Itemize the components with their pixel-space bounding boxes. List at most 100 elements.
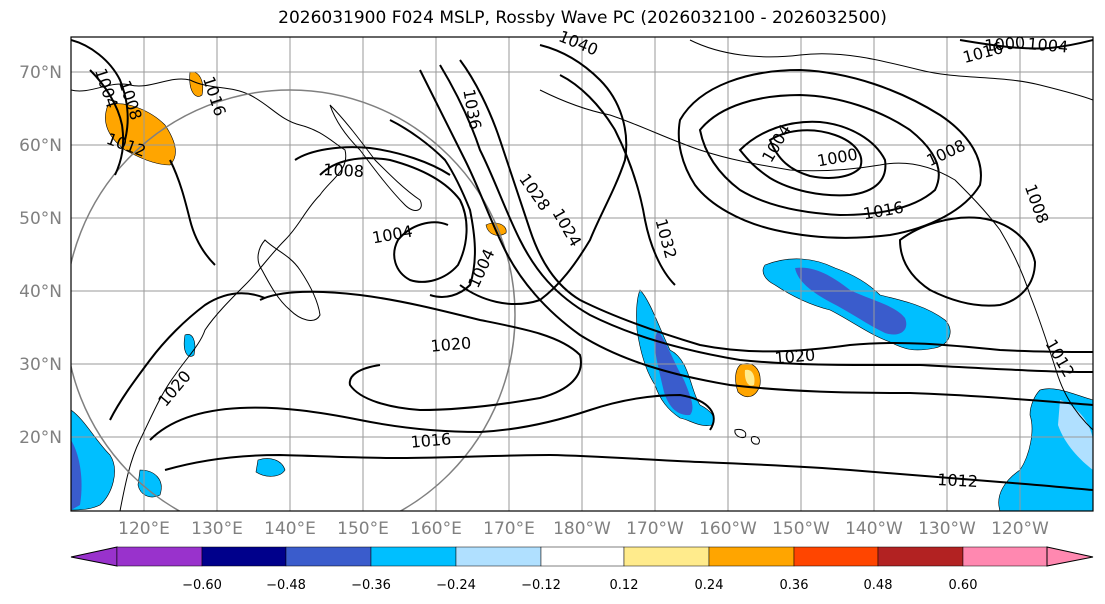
colorbar-tick-label: −0.48 (266, 578, 306, 593)
colorbar-segments (116, 546, 1048, 567)
lat-label: 40°N (19, 282, 62, 302)
japan-coastline (257, 239, 321, 321)
isobar-label: 1024 (549, 205, 586, 250)
colorbar-segment (708, 546, 795, 567)
colorbar-segment (793, 546, 879, 567)
lat-label: 20°N (19, 428, 62, 448)
isobar (768, 129, 863, 179)
colorbar-extend-high (1046, 546, 1094, 567)
isobar (959, 39, 1093, 50)
colorbar-tick-label: −0.12 (521, 578, 561, 593)
lon-label: 120°E (118, 519, 170, 539)
isobar-label: 1000 (984, 33, 1026, 55)
hawaii-islands (734, 429, 760, 445)
lon-label: 120°W (991, 519, 1049, 539)
graticule (71, 37, 1093, 511)
colorbar-tick-label: −0.24 (436, 578, 476, 593)
isobar (459, 44, 628, 306)
colorbar: −0.60 −0.48 −0.36 −0.24 −0.12 0.12 0.24 … (70, 546, 1094, 593)
colorbar-segment (540, 546, 625, 567)
colorbar-segment (962, 546, 1048, 567)
isobar (389, 119, 476, 298)
colorbar-segment (370, 546, 457, 567)
lat-label: 50°N (19, 209, 62, 229)
lon-label: 170°E (483, 519, 535, 539)
isobar (169, 159, 216, 266)
negative-anomaly-region (255, 458, 286, 477)
isobar (439, 64, 1093, 373)
isobar (319, 157, 468, 283)
colorbar-tick-label: −0.60 (182, 578, 222, 593)
isobar-label: 1004 (464, 246, 498, 291)
lon-label: 160°W (699, 519, 757, 539)
isobar-label: 1020 (154, 367, 195, 410)
isobar-label: 1008 (924, 136, 969, 170)
asia-coastline (71, 78, 347, 511)
isobar-label: 1016 (410, 429, 452, 451)
negative-anomaly-region (636, 289, 715, 426)
isobar (89, 69, 125, 176)
isobar (71, 39, 129, 141)
isobar-label: 1012 (1042, 336, 1079, 381)
isobar-label: 1008 (323, 160, 365, 181)
colorbar-segment (455, 546, 542, 567)
isobar-label: 1028 (515, 170, 554, 214)
isobar-label: 1008 (1021, 181, 1053, 226)
negative-anomaly-core (71, 440, 82, 510)
isobar (559, 74, 676, 286)
anomaly-shading (71, 71, 1093, 511)
isobar-label: 1012 (937, 470, 979, 491)
longitude-labels: 120°E 130°E 140°E 150°E 160°E 170°E 180°… (118, 519, 1049, 539)
colorbar-tick-label: 0.36 (780, 578, 809, 593)
isobar-label: 1016 (199, 74, 230, 119)
isobar-label: 1000 (816, 145, 859, 171)
colorbar-tick-label: 0.60 (949, 578, 978, 593)
isobar-label: 1040 (556, 27, 601, 60)
lon-label: 150°E (337, 519, 389, 539)
isobar-label: 1004 (1027, 34, 1069, 56)
isobar (898, 216, 1037, 307)
colorbar-segment (877, 546, 964, 567)
isobar-label: 1004 (758, 121, 795, 166)
isobar (149, 393, 715, 441)
latitude-labels: 70°N 60°N 50°N 40°N 30°N 20°N (19, 63, 62, 448)
positive-anomaly-region (189, 71, 203, 97)
isobar (164, 453, 1093, 491)
isobar (259, 290, 582, 412)
colorbar-tick-label: 0.12 (610, 578, 639, 593)
isobar (294, 146, 451, 176)
isobar (698, 93, 940, 217)
positive-anomaly-pale (744, 369, 755, 386)
lon-label: 150°W (772, 519, 830, 539)
negative-anomaly-region (71, 409, 115, 511)
lat-label: 30°N (19, 355, 62, 375)
lon-label: 140°E (264, 519, 316, 539)
isobar-label: 1020 (774, 345, 816, 367)
colorbar-segment (116, 546, 203, 567)
isobar (677, 68, 982, 239)
isobar (419, 69, 1093, 406)
colorbar-tick-label: 0.24 (695, 578, 724, 593)
reference-circle (71, 89, 516, 511)
colorbar-extend-low (70, 546, 118, 567)
colorbar-ticks: −0.60 −0.48 −0.36 −0.24 −0.12 0.12 0.24 … (182, 578, 977, 593)
isobar-label: 1020 (430, 333, 472, 355)
lon-label: 170°W (626, 519, 684, 539)
colorbar-tick-label: −0.36 (351, 578, 391, 593)
isobars (71, 39, 1093, 491)
lon-label: 140°W (845, 519, 903, 539)
negative-anomaly-light (1058, 400, 1093, 470)
colorbar-segment (623, 546, 710, 567)
lat-label: 60°N (19, 136, 62, 156)
colorbar-segment (201, 546, 287, 567)
alaska-coastline (539, 89, 1093, 431)
negative-anomaly-region (183, 334, 196, 357)
lon-label: 130°W (918, 519, 976, 539)
positive-anomaly-region (105, 103, 176, 166)
isobar (459, 59, 1093, 353)
isobar (109, 292, 266, 421)
isobar-label: 1016 (862, 198, 905, 224)
colorbar-segment (285, 546, 372, 567)
colorbar-tick-label: 0.48 (864, 578, 893, 593)
lat-label: 70°N (19, 63, 62, 83)
